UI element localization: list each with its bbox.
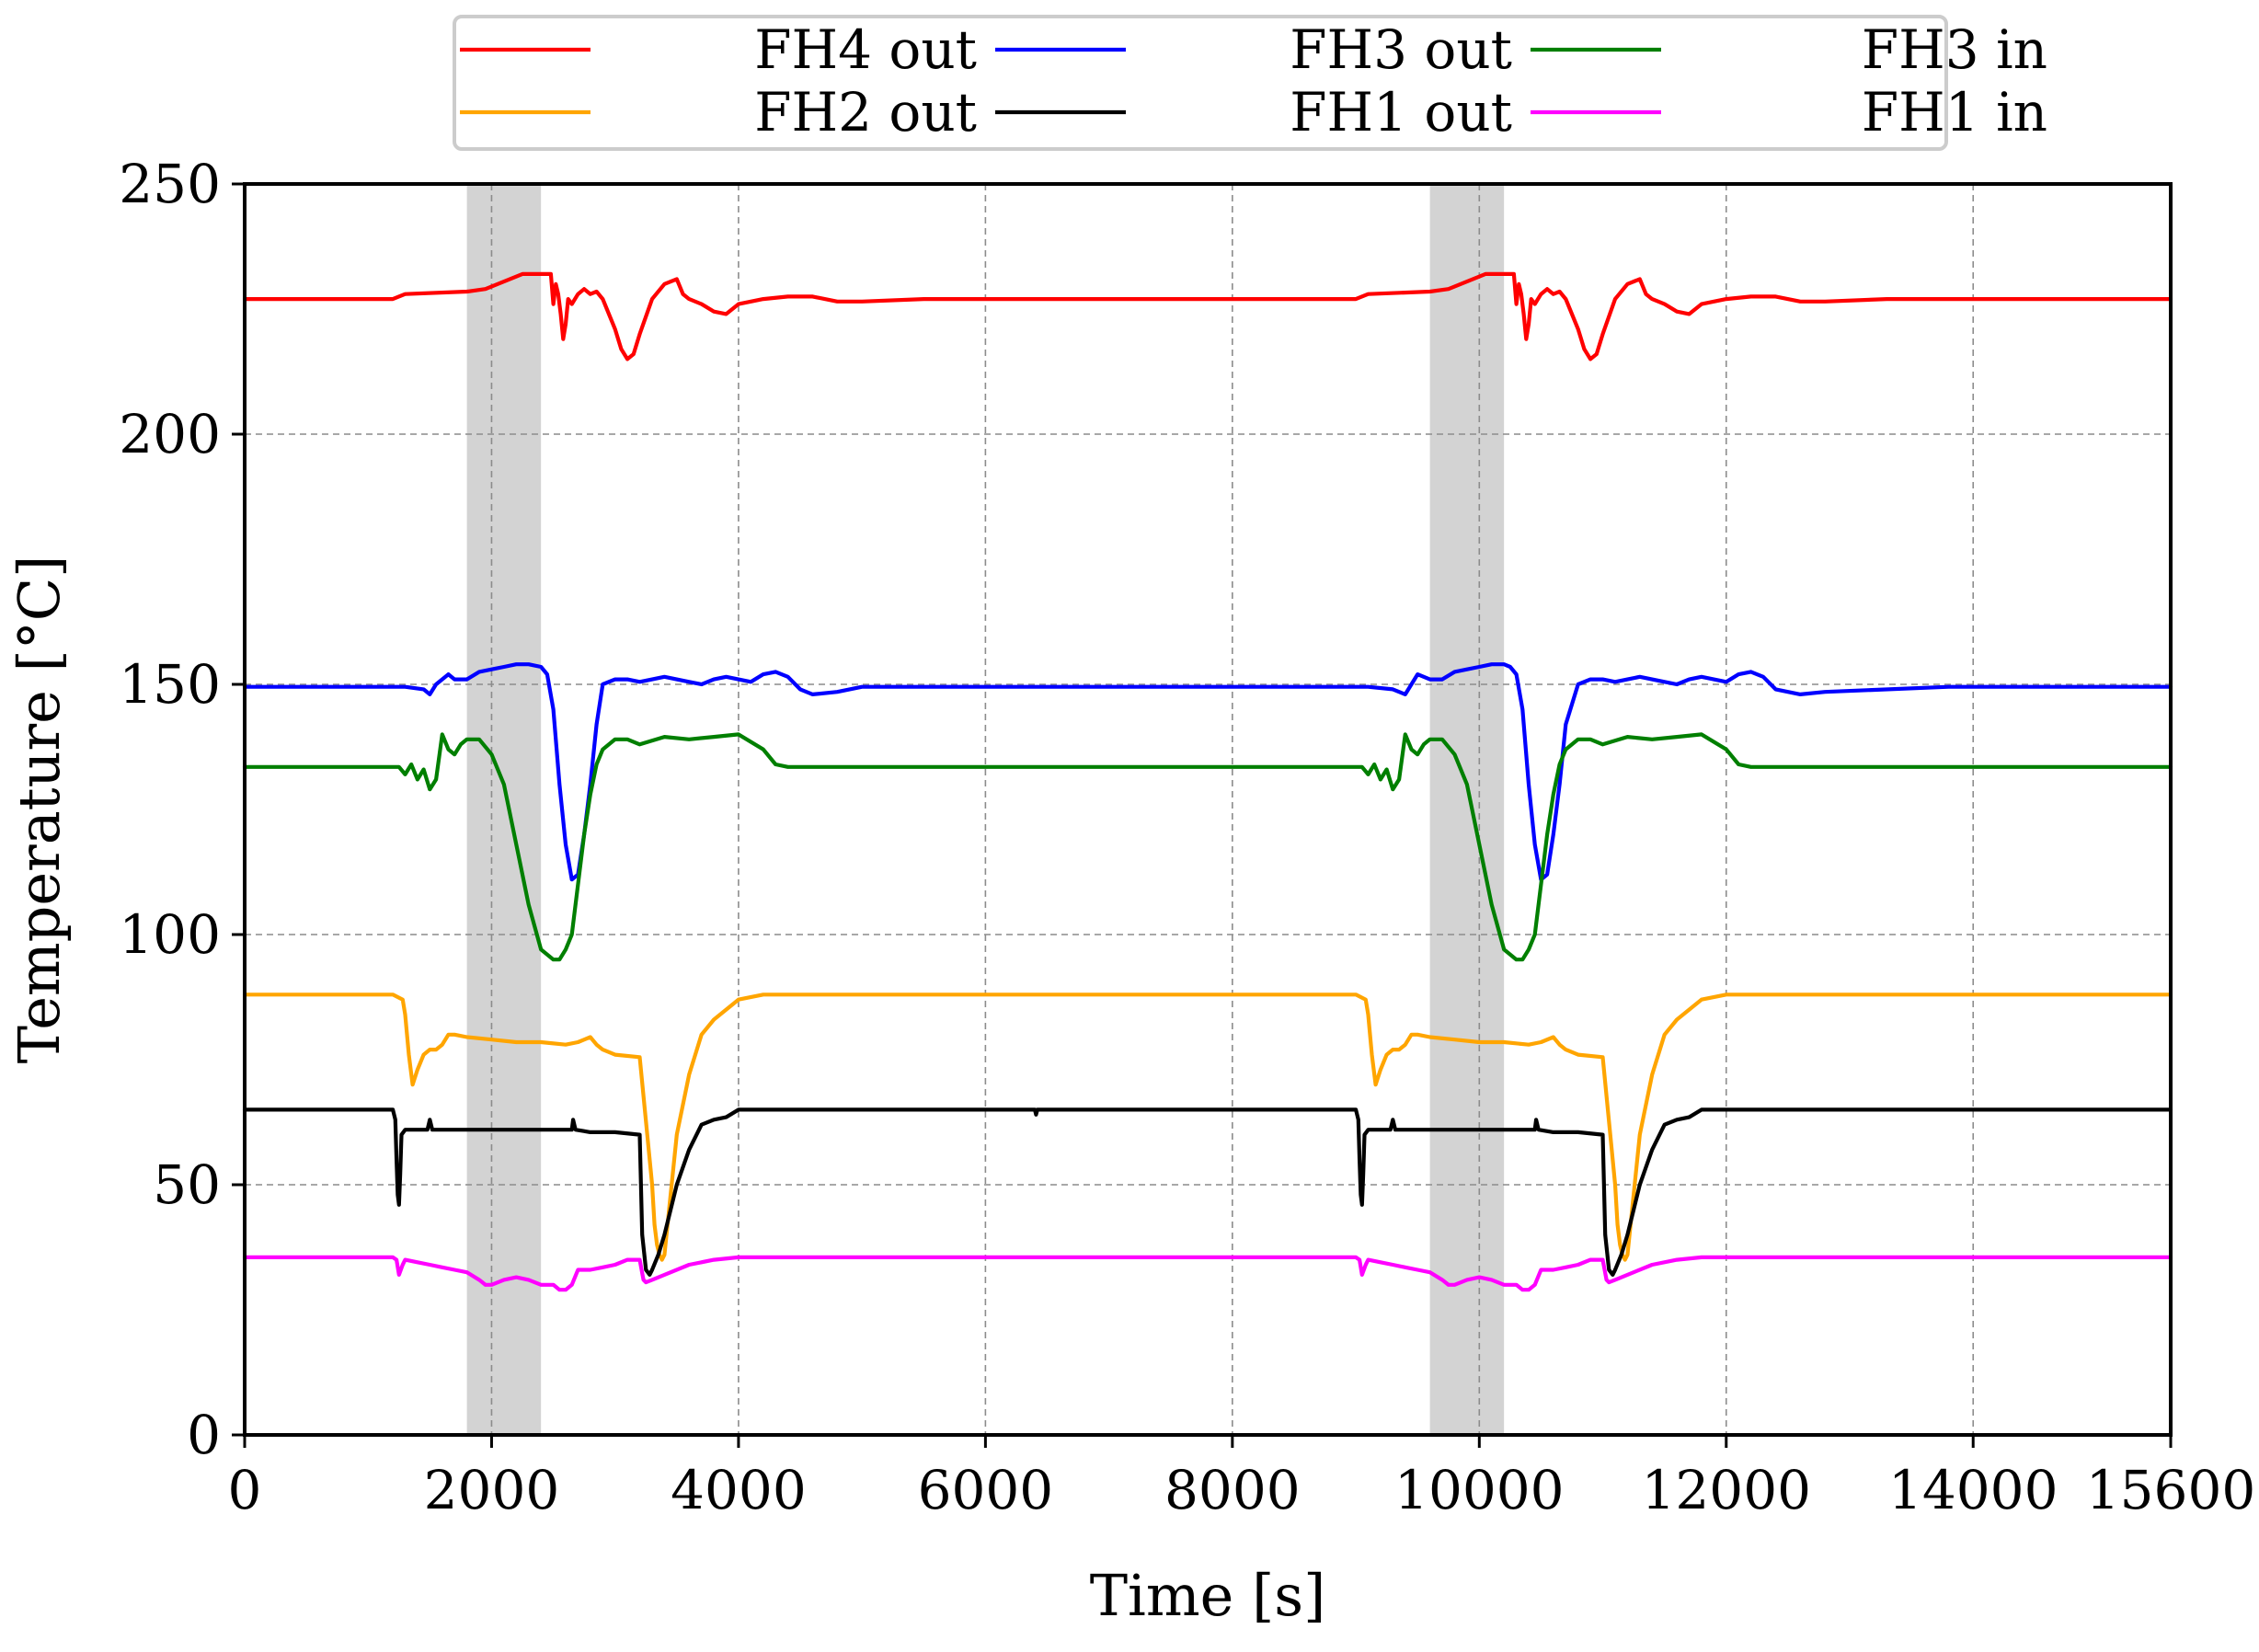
shaded-region-2 <box>1429 184 1505 1435</box>
legend: FH4 out FH3 out FH3 in FH2 out FH1 out FH1 in <box>453 15 2047 151</box>
series-lines <box>242 271 2173 1292</box>
y-axis-label: Temperature [°C] <box>6 556 73 1064</box>
x-axis-label: Time [s] <box>1090 1562 1326 1629</box>
y-tick-label: 50 <box>153 1153 221 1216</box>
legend-label-fh4-out: FH4 out <box>754 18 977 81</box>
plot-frame <box>243 182 2173 1437</box>
y-tick-label: 200 <box>119 403 221 465</box>
x-tick-label: 2000 <box>424 1459 560 1521</box>
series-line-fh3-out <box>242 662 2173 882</box>
legend-label-fh2-out: FH2 out <box>754 81 977 143</box>
x-tick-label: 10000 <box>1394 1459 1565 1521</box>
y-tick-label: 0 <box>187 1404 221 1466</box>
x-tick-label: 4000 <box>671 1459 807 1521</box>
series-line-fh4-out <box>242 271 2173 361</box>
x-tick-label: 14000 <box>1888 1459 2058 1521</box>
legend-label-fh3-in: FH3 in <box>1862 18 2047 81</box>
x-tick-label: 8000 <box>1164 1459 1301 1521</box>
series-line-fh1-out <box>242 1107 2173 1278</box>
axis-ticks: 0 2000 4000 6000 8000 10000 12000 14000 15600 0 50… <box>119 153 2255 1521</box>
x-tick-label: 0 <box>228 1459 262 1521</box>
grid <box>245 184 2171 1435</box>
y-tick-label: 100 <box>119 903 221 966</box>
legend-box <box>453 15 1948 151</box>
legend-label-fh3-out: FH3 out <box>1290 18 1512 81</box>
y-tick-label: 150 <box>119 653 221 716</box>
series-line-fh1-in <box>242 1255 2173 1292</box>
shaded-regions <box>466 184 1505 1435</box>
x-tick-label: 15600 <box>2086 1459 2256 1521</box>
x-tick-label: 12000 <box>1642 1459 1812 1521</box>
shaded-region-1 <box>466 184 542 1435</box>
legend-label-fh1-in: FH1 in <box>1862 81 2047 143</box>
y-tick-label: 250 <box>119 153 221 215</box>
x-tick-label: 6000 <box>918 1459 1054 1521</box>
legend-label-fh1-out: FH1 out <box>1290 81 1512 143</box>
series-line-fh3-in <box>242 732 2173 962</box>
